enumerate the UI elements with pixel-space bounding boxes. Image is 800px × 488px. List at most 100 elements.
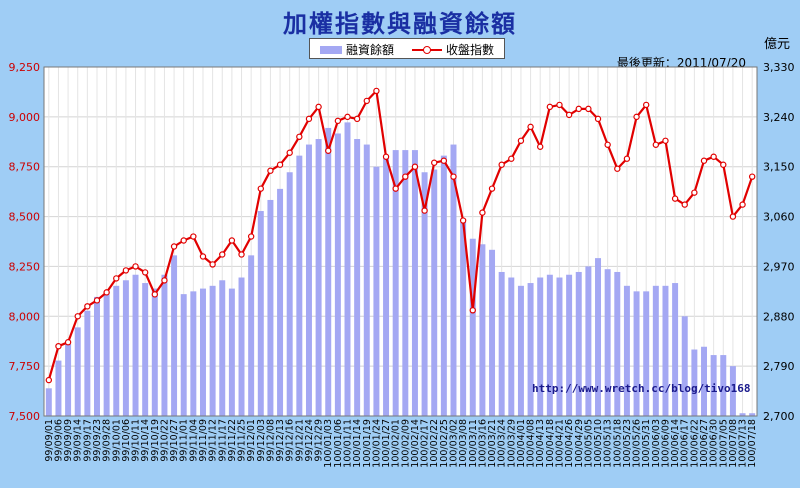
bar-mark <box>411 150 418 416</box>
x-tick-label: 100/02/09 <box>400 419 411 468</box>
x-tick-label: 100/05/13 <box>603 419 614 468</box>
line-point <box>642 101 650 109</box>
bar-mark <box>421 172 428 416</box>
line-point <box>84 303 91 310</box>
line-point <box>662 137 669 144</box>
x-tick-label: 99/12/08 <box>265 419 276 462</box>
bar-mark <box>489 249 496 416</box>
x-tick-label: 100/06/30 <box>709 419 720 468</box>
x-tick-label: 99/09/09 <box>63 419 74 462</box>
left-tick-label: 8,250 <box>9 260 41 273</box>
line-point <box>392 185 399 192</box>
bar-mark <box>257 211 264 416</box>
x-tick-label: 99/12/03 <box>256 419 267 462</box>
line-point <box>151 291 159 298</box>
bar-mark <box>460 222 467 416</box>
x-tick-label: 99/12/21 <box>294 419 305 462</box>
bar-mark <box>595 258 602 416</box>
line-point <box>527 123 534 131</box>
line-point <box>546 103 554 111</box>
line-point <box>93 297 101 304</box>
x-tick-label: 100/05/05 <box>583 419 594 468</box>
right-tick-label: 2,790 <box>763 360 795 373</box>
x-tick-label: 99/10/06 <box>121 419 132 462</box>
line-point <box>720 161 727 168</box>
line-point <box>450 173 457 180</box>
x-tick-label: 100/03/21 <box>487 419 498 468</box>
x-tick-label: 100/02/01 <box>391 419 402 468</box>
x-tick-label: 99/12/01 <box>246 419 257 462</box>
x-tick-label: 100/05/18 <box>612 419 623 468</box>
x-tick-label: 100/03/16 <box>477 419 488 468</box>
x-tick-label: 100/06/22 <box>689 419 700 468</box>
bar-mark <box>363 144 370 417</box>
x-tick-label: 99/10/19 <box>150 419 161 462</box>
line-point <box>315 103 322 111</box>
x-tick-label: 100/07/08 <box>728 419 739 468</box>
bar-mark <box>113 285 120 416</box>
line-point <box>113 275 120 282</box>
bar-mark <box>652 285 659 416</box>
line-point <box>488 185 496 192</box>
bar-mark <box>334 133 341 416</box>
x-tick-label: 100/04/29 <box>574 419 585 468</box>
watermark-url: http://www.wretch.cc/blog/tivo168 <box>532 382 751 395</box>
x-tick-label: 100/04/01 <box>516 419 527 468</box>
line-point <box>575 105 582 113</box>
bar-mark <box>325 127 332 416</box>
x-tick-label: 99/11/22 <box>227 419 238 462</box>
bar-mark <box>354 139 361 416</box>
x-tick-label: 100/01/27 <box>381 419 392 468</box>
x-tick-label: 99/09/06 <box>53 419 64 462</box>
line-point <box>614 165 621 172</box>
line-point <box>585 105 592 113</box>
bar-mark <box>142 283 149 416</box>
legend-line-label: 收盤指數 <box>446 43 495 57</box>
bar-mark <box>151 288 158 416</box>
bar-mark <box>383 155 390 416</box>
line-point <box>267 167 274 174</box>
x-tick-label: 100/02/25 <box>439 419 450 468</box>
x-tick-label: 99/12/29 <box>314 419 325 462</box>
chart-title: 加權指數與融資餘額 <box>283 10 517 38</box>
bar-mark <box>122 280 129 416</box>
line-point <box>440 157 448 164</box>
line-point <box>479 209 486 216</box>
x-tick-label: 100/03/02 <box>448 419 459 468</box>
left-tick-label: 8,000 <box>9 310 41 323</box>
bar-mark <box>45 388 52 416</box>
line-point <box>64 339 72 346</box>
line-point <box>305 115 313 123</box>
right-tick-label: 3,150 <box>763 161 795 174</box>
bar-mark <box>180 294 187 416</box>
x-tick-label: 100/07/18 <box>747 419 758 468</box>
x-tick-label: 100/03/24 <box>497 419 508 468</box>
line-point <box>748 173 756 180</box>
line-point <box>132 263 139 270</box>
line-point <box>190 233 197 240</box>
line-point <box>170 243 178 250</box>
x-tick-label: 100/01/11 <box>343 419 354 468</box>
x-tick-label: 100/07/13 <box>738 419 749 468</box>
line-point <box>334 117 342 125</box>
x-tick-label: 99/12/24 <box>304 419 315 462</box>
right-axis-unit: 億元 <box>764 37 791 52</box>
x-tick-label: 99/11/12 <box>208 419 219 462</box>
bar-mark <box>749 413 756 416</box>
bar-mark <box>190 291 197 416</box>
x-tick-label: 100/07/05 <box>718 419 729 468</box>
left-tick-label: 9,000 <box>9 111 41 124</box>
right-tick-label: 2,700 <box>763 410 795 423</box>
bar-mark <box>508 277 515 416</box>
x-tick-label: 100/01/06 <box>333 419 344 468</box>
bar-mark <box>575 271 582 416</box>
line-point <box>199 253 207 260</box>
x-tick-label: 99/10/22 <box>159 419 170 462</box>
x-tick-label: 99/10/11 <box>131 419 142 462</box>
x-tick-label: 100/02/14 <box>410 419 421 468</box>
x-tick-label: 100/03/08 <box>458 419 469 468</box>
line-point <box>498 161 505 168</box>
line-point <box>565 111 573 119</box>
x-tick-label: 99/11/25 <box>237 419 248 462</box>
left-tick-label: 9,250 <box>9 61 41 74</box>
